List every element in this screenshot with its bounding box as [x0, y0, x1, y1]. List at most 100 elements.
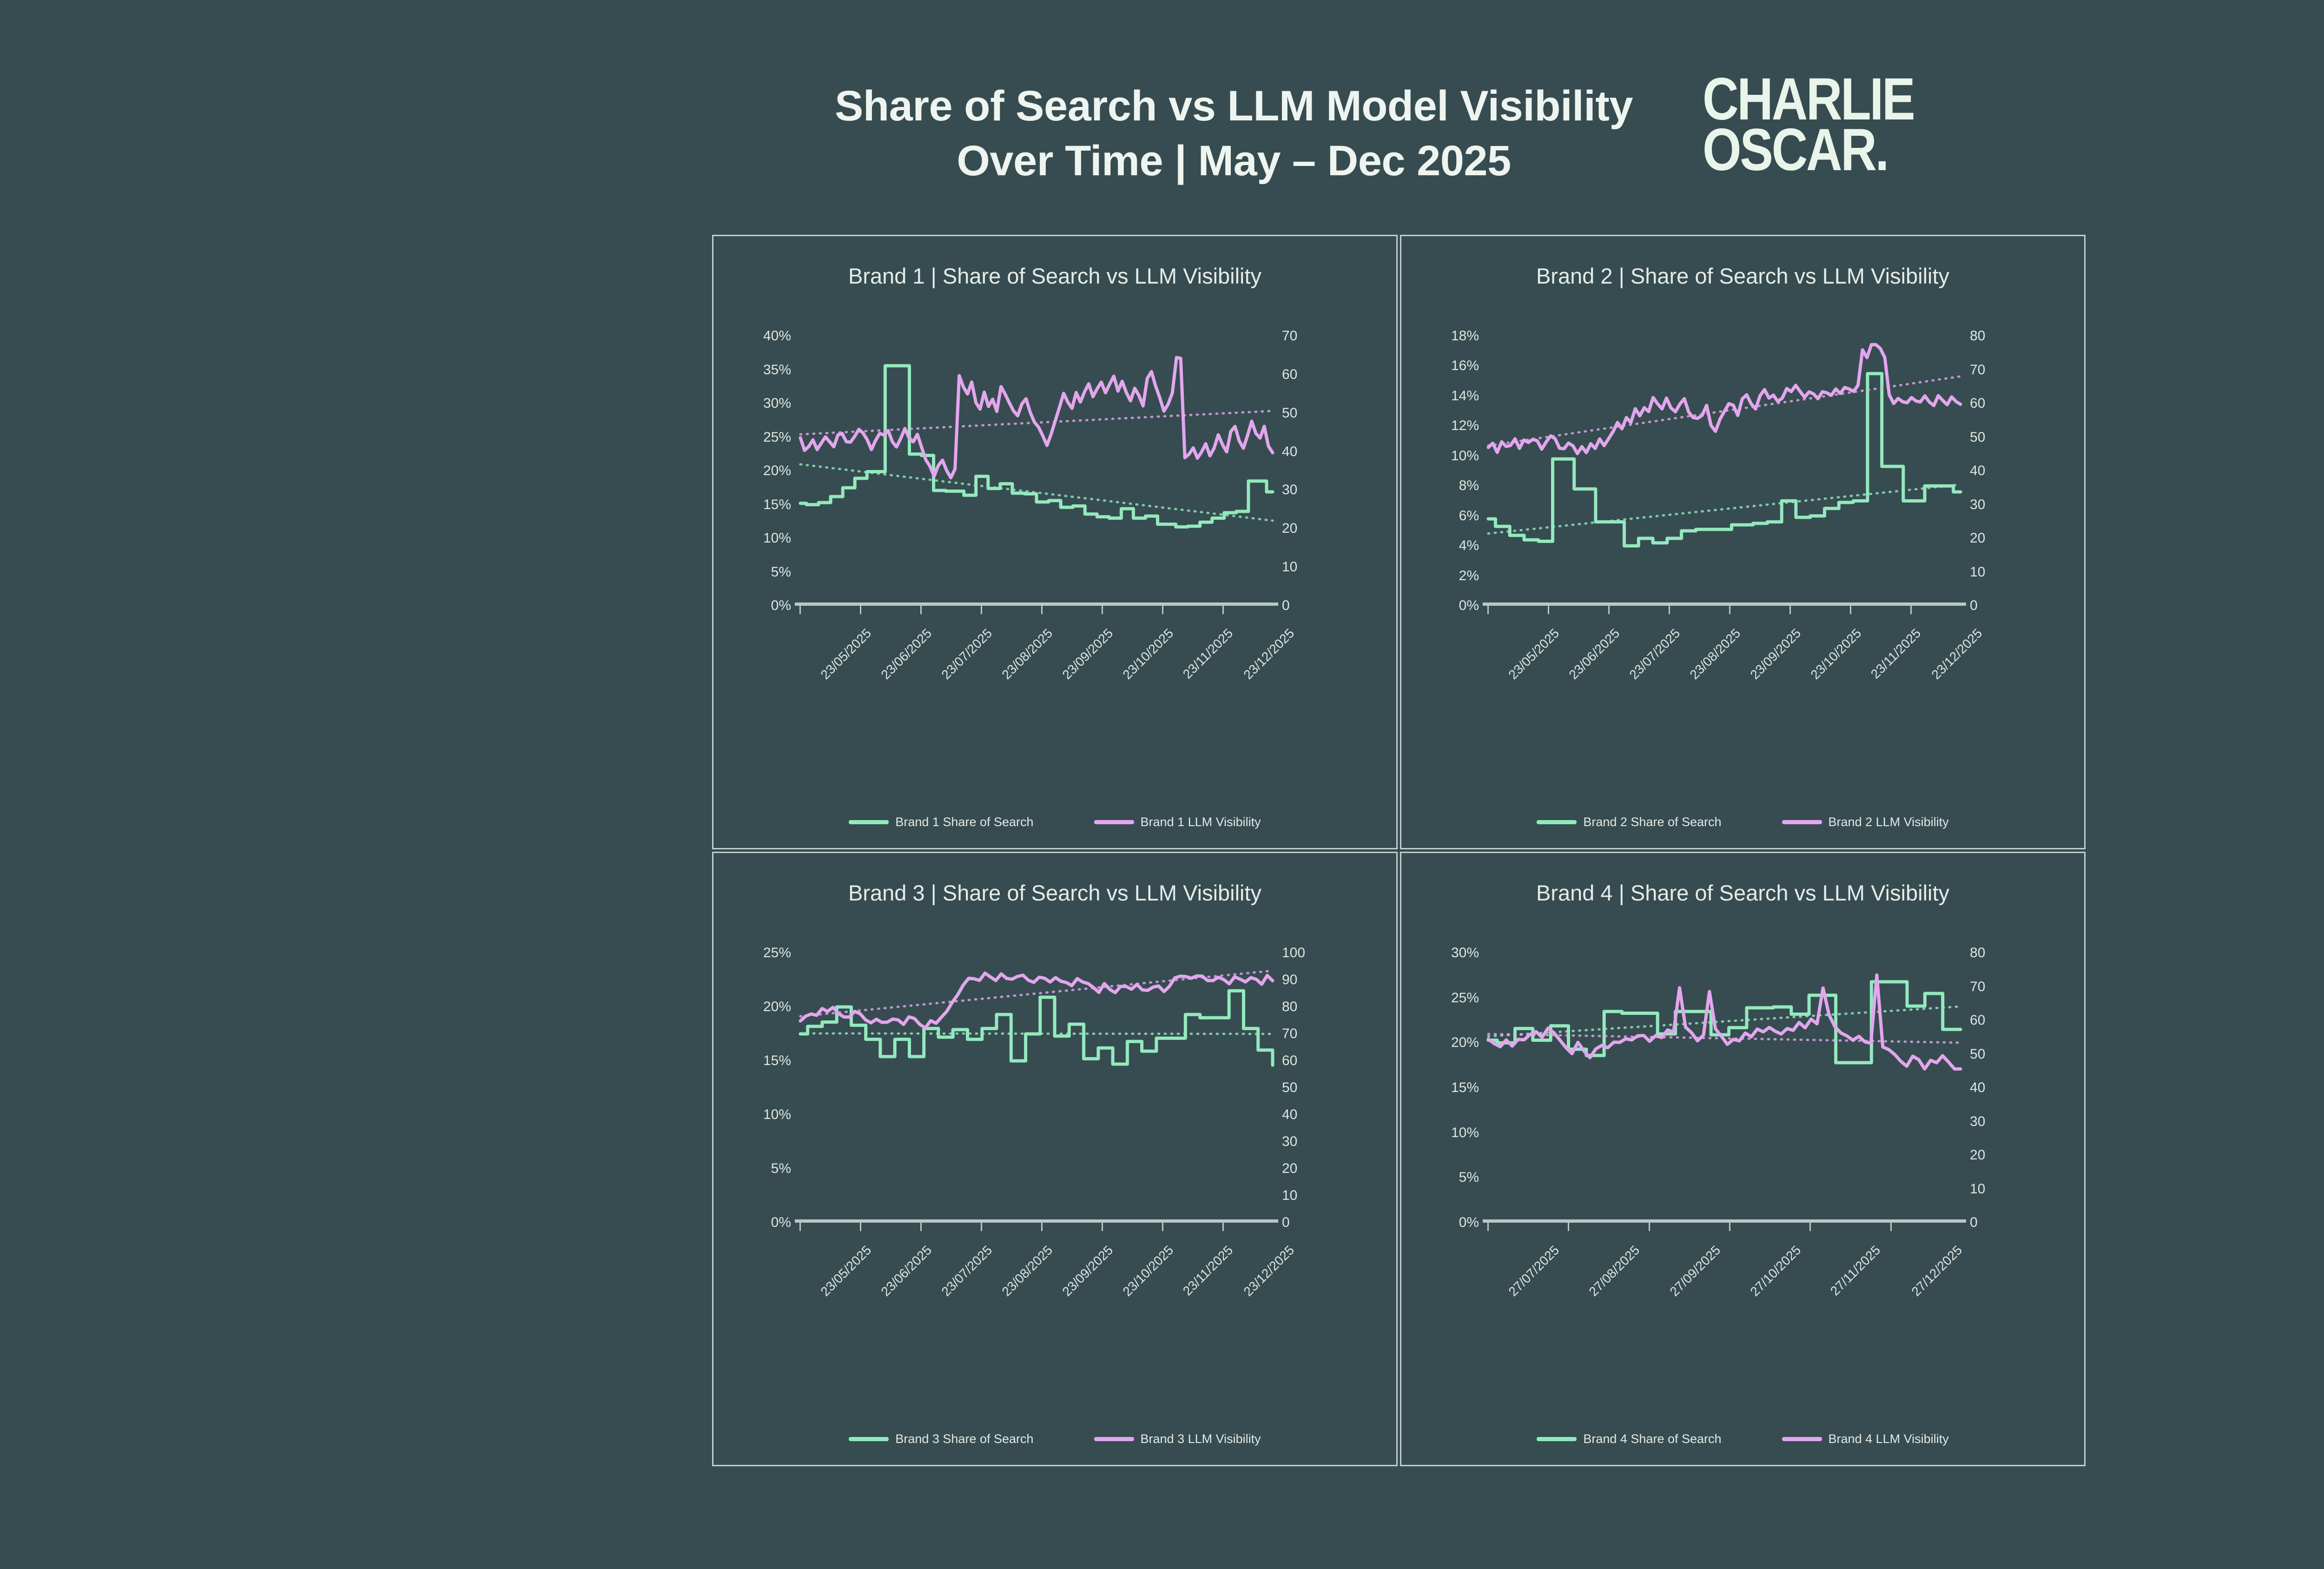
- x-axis-tick-label: 23/12/2025: [1241, 626, 1297, 682]
- series-canvas: [799, 356, 1274, 529]
- x-axis-tick-label: 27/11/2025: [1828, 1243, 1883, 1298]
- y-axis-left-labels: 18% 16% 14% 12% 10% 8% 6% 4% 2% 0%: [1451, 328, 1479, 613]
- legend-label: Brand 3 LLM Visibility: [1140, 1432, 1261, 1446]
- page-title: Share of Search vs LLM Model Visibility …: [835, 82, 1633, 185]
- legend-label: Brand 1 Share of Search: [895, 815, 1034, 829]
- x-axis-tick-label: 23/11/2025: [1180, 626, 1236, 682]
- x-axis-tick-label: 23/09/2025: [1747, 626, 1804, 682]
- y-axis-right-labels: 100 90 80 70 60 50 40 30 20 10 0: [1282, 945, 1306, 1230]
- legend-item[interactable]: Brand 4 Share of Search: [1537, 1432, 1722, 1446]
- x-axis-tick-label: 23/12/2025: [1928, 626, 1985, 682]
- legend-label: Brand 4 Share of Search: [1583, 1432, 1722, 1446]
- trendline: [799, 410, 1274, 436]
- series-canvas: [1486, 973, 1962, 1071]
- legend-label: Brand 2 LLM Visibility: [1828, 815, 1949, 829]
- x-axis-tick-label: 23/05/2025: [818, 626, 874, 682]
- x-axis-tick-label: 23/05/2025: [1505, 626, 1562, 682]
- legend-swatch-icon: [1782, 1437, 1822, 1441]
- x-axis-tick-label: 23/05/2025: [818, 1243, 874, 1299]
- x-axis-tick-label: 27/10/2025: [1747, 1243, 1804, 1299]
- legend-item[interactable]: Brand 2 LLM Visibility: [1782, 815, 1949, 829]
- y-axis-left-labels: 40% 35% 30% 25% 20% 15% 10% 5% 0%: [763, 328, 791, 613]
- legend-swatch-icon: [1537, 1437, 1577, 1441]
- legend-swatch-icon: [1094, 820, 1134, 824]
- charlie-oscar-logo: CHARLIE OSCAR.: [1703, 65, 1954, 183]
- trendline: [799, 463, 1274, 522]
- chart-panel-brand-1[interactable]: Brand 1 | Share of Search vs LLM Visibil…: [712, 235, 1398, 849]
- x-axis-line: [795, 1219, 1278, 1223]
- x-axis-ticks: [795, 606, 1278, 614]
- x-axis-tick-label: 23/11/2025: [1868, 626, 1924, 682]
- legend-item[interactable]: Brand 3 Share of Search: [849, 1432, 1034, 1446]
- legend-item[interactable]: Brand 1 LLM Visibility: [1094, 815, 1261, 829]
- x-axis-tick-label: 23/09/2025: [1059, 626, 1116, 682]
- series-canvas: [799, 969, 1274, 1067]
- x-axis-tick-label: 23/10/2025: [1120, 1243, 1176, 1299]
- legend-label: Brand 4 LLM Visibility: [1828, 1432, 1949, 1446]
- legend-label: Brand 1 LLM Visibility: [1140, 815, 1261, 829]
- y-axis-left-labels: 30% 25% 20% 15% 10% 5% 0%: [1451, 945, 1479, 1230]
- chart-panel-brand-4[interactable]: Brand 4 | Share of Search vs LLM Visibil…: [1400, 852, 2086, 1466]
- plot-area-brand-2: 18% 16% 14% 12% 10% 8% 6% 4% 2% 0% 80 70 60 50 40 30 20 1…: [1451, 329, 1985, 682]
- series-line-share-of-search: [1486, 372, 1962, 548]
- x-axis-tick-label: 27/08/2025: [1586, 1243, 1643, 1299]
- x-axis-tick-label: 23/07/2025: [1626, 626, 1683, 682]
- x-axis-tick-label: 23/06/2025: [878, 626, 935, 682]
- chart-legend: Brand 2 Share of Search Brand 2 LLM Visib…: [1401, 815, 2084, 829]
- chart-legend: Brand 1 Share of Search Brand 1 LLM Visib…: [713, 815, 1396, 829]
- x-axis-tick-label: 23/06/2025: [878, 1243, 935, 1299]
- x-axis-labels: 23/05/2025 23/06/2025 23/07/2025 23/08/2025…: [795, 1236, 1297, 1299]
- y-axis-right-labels: 80 70 60 50 40 30 20 10 0: [1970, 328, 1986, 613]
- chart-grid: Brand 1 | Share of Search vs LLM Visibil…: [712, 235, 2086, 1476]
- x-axis-line: [795, 602, 1278, 606]
- x-axis-tick-label: 27/12/2025: [1908, 1243, 1965, 1299]
- page-header: Share of Search vs LLM Model Visibility …: [0, 65, 2324, 214]
- x-axis-tick-label: 27/07/2025: [1505, 1243, 1562, 1299]
- legend-swatch-icon: [849, 1437, 889, 1441]
- series-line-share-of-search: [799, 989, 1274, 1067]
- chart-title-brand-2: Brand 2 | Share of Search vs LLM Visibil…: [1536, 264, 1950, 288]
- x-axis-labels: 23/05/2025 23/06/2025 23/07/2025 23/08/2025…: [795, 619, 1297, 682]
- legend-swatch-icon: [1782, 820, 1822, 824]
- y-axis-left-labels: 25% 20% 15% 10% 5% 0%: [763, 945, 791, 1230]
- logo-line-1: CHARLIE: [1703, 66, 1915, 132]
- chart-title-brand-1: Brand 1 | Share of Search vs LLM Visibil…: [848, 264, 1262, 288]
- legend-swatch-icon: [1537, 820, 1577, 824]
- chart-legend: Brand 3 Share of Search Brand 3 LLM Visib…: [713, 1432, 1396, 1446]
- x-axis-tick-label: 23/09/2025: [1059, 1243, 1116, 1299]
- legend-label: Brand 2 Share of Search: [1583, 815, 1722, 829]
- series-canvas: [1486, 343, 1962, 548]
- x-axis-tick-label: 23/07/2025: [938, 626, 995, 682]
- x-axis-tick-label: 27/09/2025: [1667, 1243, 1723, 1299]
- trendline: [799, 1032, 1274, 1035]
- x-axis-tick-label: 23/08/2025: [999, 626, 1056, 682]
- trendline: [1487, 375, 1962, 447]
- series-line-llm-visibility: [1486, 343, 1962, 456]
- legend-swatch-icon: [1094, 1437, 1134, 1441]
- x-axis-tick-label: 23/12/2025: [1241, 1243, 1297, 1299]
- chart-panel-brand-3[interactable]: Brand 3 | Share of Search vs LLM Visibil…: [712, 852, 1398, 1466]
- legend-item[interactable]: Brand 4 LLM Visibility: [1782, 1432, 1949, 1446]
- series-line-llm-visibility: [799, 356, 1274, 480]
- x-axis-labels: 27/07/2025 27/08/2025 27/09/2025 27/10/2025…: [1483, 1236, 1966, 1299]
- x-axis-labels: 23/05/2025 23/06/2025 23/07/2025 23/08/2025…: [1483, 619, 1985, 682]
- x-axis-tick-label: 23/10/2025: [1808, 626, 1864, 682]
- x-axis-tick-label: 23/11/2025: [1180, 1243, 1236, 1298]
- series-line-llm-visibility: [1486, 973, 1962, 1071]
- series-line-llm-visibility: [799, 971, 1274, 1030]
- plot-area-brand-4: 30% 25% 20% 15% 10% 5% 0% 80 70 60 50 40 30 20 10 0 27/0…: [1451, 946, 1985, 1299]
- x-axis-ticks: [1483, 1223, 1966, 1231]
- y-axis-right-labels: 80 70 60 50 40 30 20 10 0: [1970, 945, 1986, 1230]
- logo-line-2: OSCAR.: [1703, 116, 1889, 183]
- plot-area-brand-1: 40% 35% 30% 25% 20% 15% 10% 5% 0% 70 60 50 40 30 20 10 0…: [763, 329, 1297, 682]
- chart-title-brand-4: Brand 4 | Share of Search vs LLM Visibil…: [1536, 880, 1950, 905]
- trendline: [1487, 483, 1962, 535]
- legend-item[interactable]: Brand 2 Share of Search: [1537, 815, 1722, 829]
- chart-legend: Brand 4 Share of Search Brand 4 LLM Visib…: [1401, 1432, 2084, 1446]
- x-axis-ticks: [795, 1223, 1278, 1231]
- x-axis-tick-label: 23/08/2025: [1687, 626, 1743, 682]
- x-axis-ticks: [1483, 606, 1966, 614]
- chart-panel-brand-2[interactable]: Brand 2 | Share of Search vs LLM Visibil…: [1400, 235, 2086, 849]
- legend-item[interactable]: Brand 3 LLM Visibility: [1094, 1432, 1261, 1446]
- legend-item[interactable]: Brand 1 Share of Search: [849, 815, 1034, 829]
